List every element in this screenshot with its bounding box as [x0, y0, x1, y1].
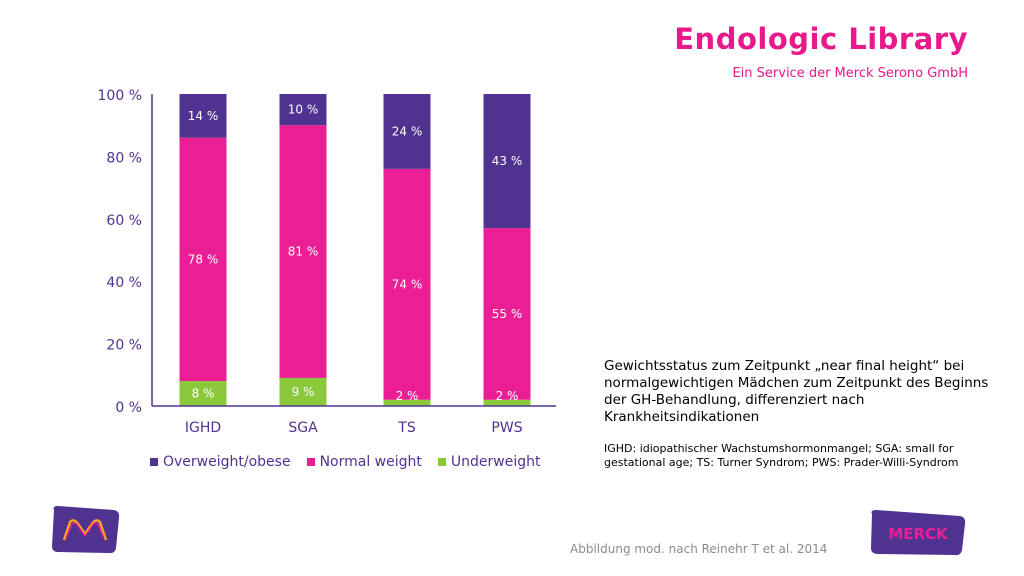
legend-item-overweight: Overweight/obese [150, 454, 291, 470]
y-tick-label: 60 % [106, 213, 142, 229]
bar-segment [279, 377, 327, 406]
bar-segment [179, 137, 227, 382]
chart-legend: Overweight/obese Normal weight Underweig… [150, 454, 540, 470]
bar-segment [383, 94, 431, 169]
legend-swatch-overweight [150, 458, 158, 466]
y-tick-label: 80 % [106, 150, 142, 166]
data-label: 81 % [288, 245, 319, 259]
brand-title: Endologic Library [674, 22, 968, 56]
data-label: 14 % [188, 109, 219, 123]
figure-caption: Gewichtsstatus zum Zeitpunkt „near final… [604, 358, 989, 425]
bar-segment [179, 94, 227, 138]
legend-swatch-normal [306, 458, 315, 466]
bar-segment [279, 125, 327, 378]
brand-subtitle: Ein Service der Merck Serono GmbH [732, 66, 968, 81]
data-label: 9 % [292, 385, 315, 399]
x-tick-label: TS [397, 420, 416, 436]
source-citation: Abbildung mod. nach Reinehr T et al. 201… [570, 542, 828, 556]
bar-segment [483, 399, 531, 406]
bar-segment [383, 168, 431, 400]
x-tick-label: SGA [288, 420, 318, 436]
legend-label-overweight: Overweight/obese [163, 454, 291, 470]
bar-segment [279, 94, 327, 126]
data-label: 2 % [496, 389, 519, 403]
y-tick-label: 20 % [106, 338, 142, 354]
merck-wordmark-text: MERCK [888, 525, 949, 543]
data-label: 43 % [492, 154, 523, 168]
legend-swatch-underweight [437, 458, 446, 466]
data-label: 74 % [392, 277, 423, 291]
x-tick-label: IGHD [185, 420, 221, 436]
bar-segment [179, 381, 227, 406]
bar-segment [383, 399, 431, 406]
data-label: 24 % [392, 124, 423, 138]
bar-segment [483, 94, 531, 229]
data-label: 55 % [492, 307, 523, 321]
merck-m-logo [52, 506, 120, 554]
data-label: 10 % [288, 103, 319, 117]
data-label: 8 % [192, 387, 215, 401]
bar-segment [483, 228, 531, 400]
legend-label-normal: Normal weight [319, 454, 422, 470]
y-tick-label: 100 % [98, 88, 142, 104]
merck-wordmark-logo: MERCK [871, 510, 966, 556]
y-tick-label: 40 % [106, 275, 142, 291]
legend-item-underweight: Underweight [437, 454, 541, 470]
abbreviation-note: IGHD: idiopathischer Wachstumshormonmang… [604, 442, 959, 469]
legend-label-underweight: Underweight [450, 454, 541, 470]
data-label: 2 % [396, 389, 419, 403]
data-label: 78 % [188, 252, 219, 266]
legend-item-normal: Normal weight [306, 454, 422, 470]
stacked-bar-chart: 0 % 20 % 40 % 60 % 80 % 100 % 8 % 78 % 14 % IGHD 9… [98, 88, 556, 436]
x-tick-label: PWS [491, 420, 522, 436]
y-tick-label: 0 % [115, 400, 142, 416]
